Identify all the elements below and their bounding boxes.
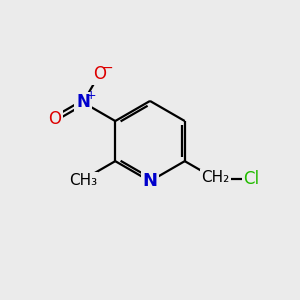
Text: O: O [93, 65, 106, 83]
Text: N: N [142, 172, 158, 190]
Text: CH₂: CH₂ [202, 170, 230, 185]
Text: O: O [48, 110, 61, 128]
Text: Cl: Cl [243, 170, 260, 188]
Text: −: − [101, 61, 113, 75]
Text: N: N [76, 93, 90, 111]
Text: +: + [85, 88, 96, 101]
Text: CH₃: CH₃ [69, 173, 97, 188]
